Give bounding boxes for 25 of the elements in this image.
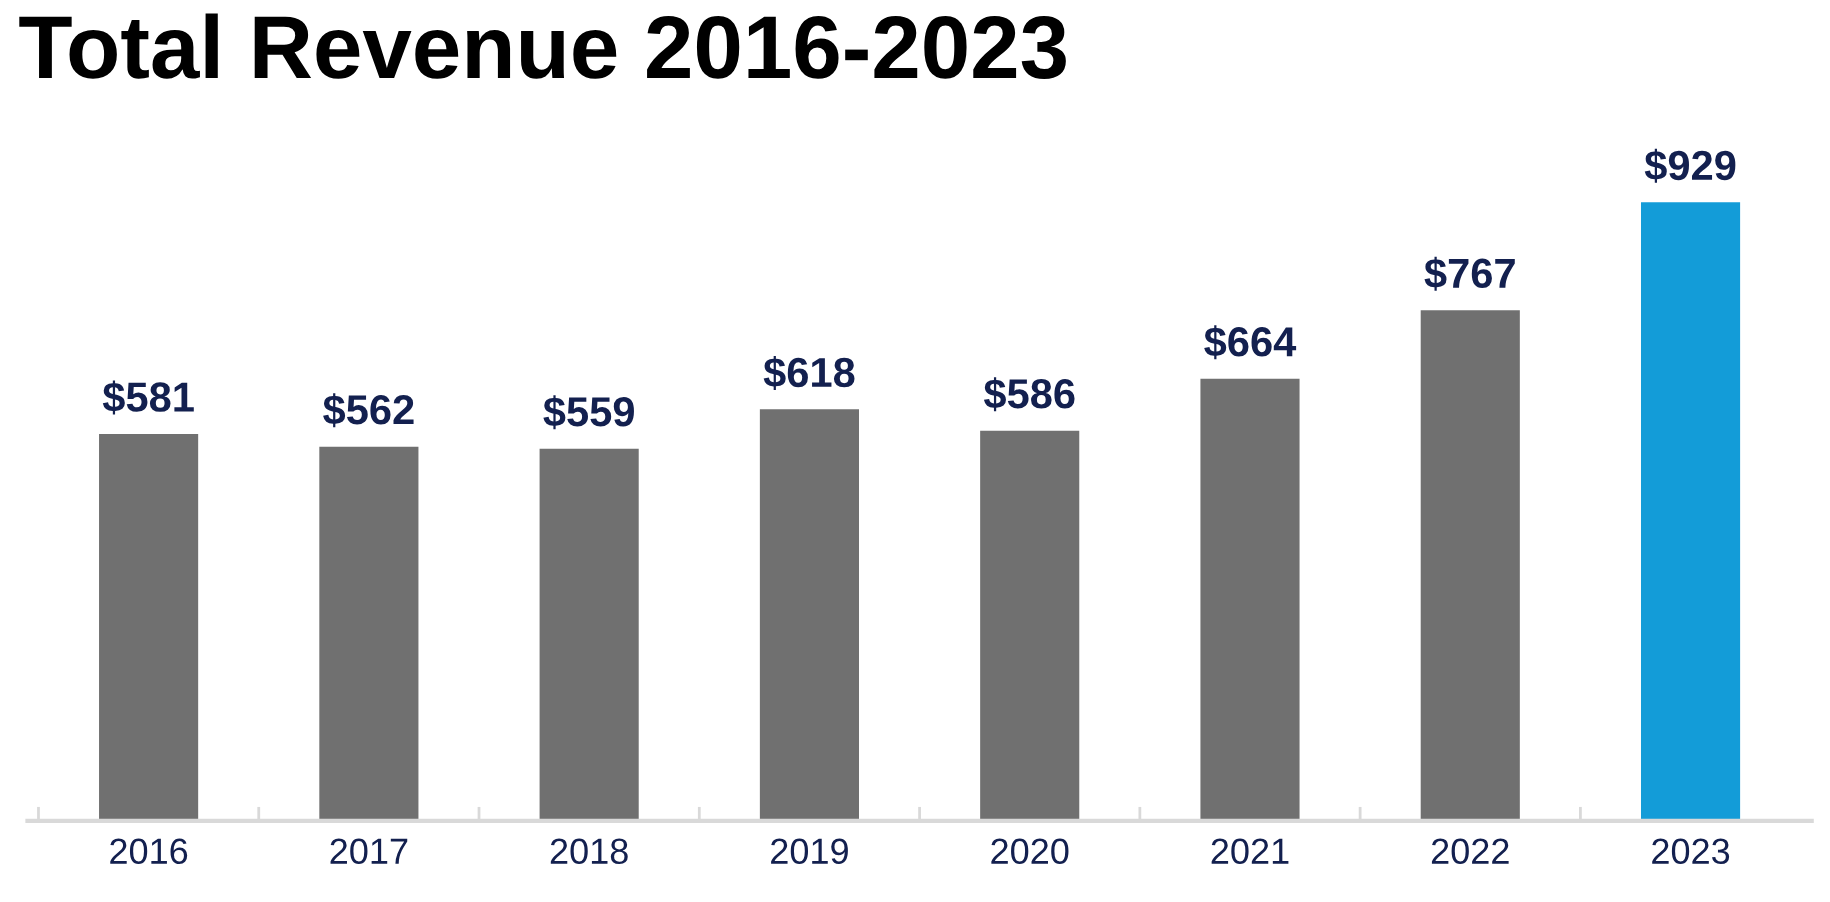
x-tick-label: 2022 (1431, 838, 1509, 865)
bar (99, 434, 199, 821)
bar (319, 446, 419, 821)
data-label: $586 (983, 377, 1075, 412)
data-label: $767 (1424, 256, 1515, 291)
x-tick-label: 2017 (330, 838, 408, 865)
data-label: $559 (543, 395, 634, 430)
x-tick-label: 2018 (550, 838, 628, 865)
x-tick-label: 2023 (1652, 838, 1730, 865)
x-tick-label: 2016 (110, 838, 188, 865)
data-label: $929 (1644, 148, 1736, 183)
bar (980, 430, 1080, 821)
bar (1640, 202, 1741, 821)
bar (1420, 310, 1520, 821)
data-label: $618 (763, 355, 855, 390)
bar (1200, 378, 1300, 821)
x-tick-label: 2021 (1211, 838, 1289, 865)
bar (759, 409, 859, 821)
data-label: $562 (323, 393, 414, 428)
chart-title: Total Revenue 2016-2023 (19, 13, 1066, 79)
bar (539, 448, 639, 821)
data-label: $664 (1204, 325, 1297, 360)
x-tick-label: 2020 (991, 838, 1069, 865)
data-label: $581 (102, 380, 194, 415)
x-tick-label: 2019 (771, 838, 848, 865)
